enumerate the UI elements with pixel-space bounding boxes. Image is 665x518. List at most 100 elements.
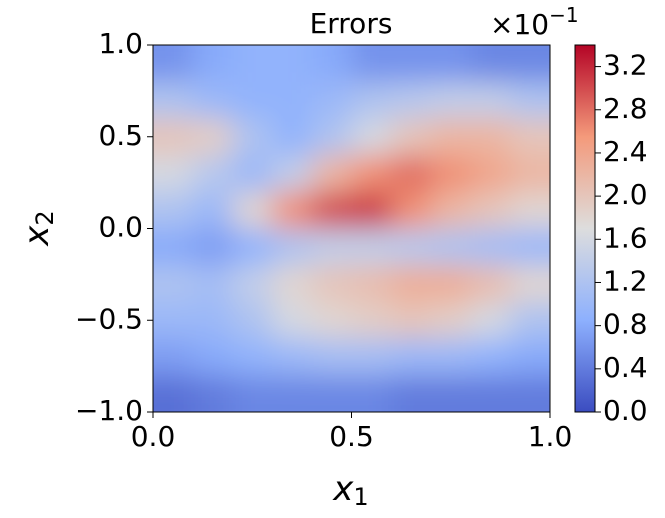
contour-cell (192, 301, 233, 340)
contour-cell (391, 45, 432, 83)
contour-cell (232, 155, 273, 193)
contour-field (153, 45, 550, 412)
contour-cell (192, 375, 233, 412)
contour-cell (311, 375, 352, 412)
contour-cell (391, 191, 432, 229)
contour-cell (192, 265, 233, 303)
contour-cell (232, 118, 273, 156)
contour-cell (430, 81, 472, 119)
x-tick-label: 1.0 (528, 420, 573, 453)
contour-cell (272, 338, 313, 376)
contour-cell (192, 191, 233, 229)
contour-cell (192, 155, 233, 193)
colorbar (574, 44, 596, 413)
contour-cell (153, 45, 194, 83)
y-tick-label: −0.5 (75, 302, 143, 335)
colorbar-tick-label: 1.6 (603, 221, 648, 254)
contour-cell (510, 338, 550, 376)
offset-exponent: −1 (549, 3, 578, 27)
contour-cell (470, 338, 511, 376)
contour-cell (430, 118, 472, 156)
contour-cell (153, 191, 194, 229)
colorbar-offset: ×10−1 (490, 3, 579, 42)
contour-cell (232, 228, 273, 266)
y-tick-label: 0.5 (98, 119, 143, 152)
contour-cell (351, 375, 392, 412)
contour-cell (192, 81, 233, 119)
contour-cell (153, 265, 194, 303)
contour-cell (272, 155, 313, 193)
contour-cell (510, 191, 550, 229)
chart-title: Errors (310, 7, 393, 40)
contour-cell (351, 81, 392, 119)
x-axis-label: x1 (332, 469, 368, 512)
contour-cell (470, 301, 511, 340)
contour-cell (311, 155, 352, 193)
contour-cell (470, 81, 511, 119)
contour-cell (232, 338, 273, 376)
contour-cell (510, 155, 550, 193)
contour-cell (232, 191, 273, 229)
contour-cell (153, 228, 194, 266)
contour-cell (153, 338, 194, 376)
contour-cell (430, 45, 472, 83)
colorbar-tick-label: 1.2 (603, 264, 648, 297)
contour-cell (351, 191, 392, 229)
contour-cell (272, 118, 313, 156)
contour-cell (430, 375, 472, 412)
contour-cell (430, 301, 472, 340)
contour-cell (272, 81, 313, 119)
contour-cell (272, 375, 313, 412)
y-label-text: x (17, 225, 57, 247)
y-tick-label: 0.0 (98, 211, 143, 244)
contour-cell (311, 265, 352, 303)
contour-cell (272, 45, 313, 83)
contour-cell (272, 228, 313, 266)
contour-cell (430, 191, 472, 229)
contour-cell (232, 45, 273, 83)
contour-cell (510, 301, 550, 340)
contour-cell (311, 338, 352, 376)
colorbar-tick-label: 3.2 (603, 49, 648, 82)
contour-cell (470, 228, 511, 266)
colorbar-tick-label: 2.8 (603, 92, 648, 125)
contour-cell (430, 265, 472, 303)
x-tick-label: 0.0 (131, 420, 176, 453)
contour-cell (430, 228, 472, 266)
contour-cell (351, 265, 392, 303)
colorbar-tick-label: 2.0 (603, 178, 648, 211)
x-tick-label: 0.5 (329, 420, 374, 453)
x-label-text: x (332, 469, 354, 509)
contour-cell (153, 155, 194, 193)
contour-cell (470, 375, 511, 412)
contour-cell (351, 155, 392, 193)
contour-cell (510, 118, 550, 156)
contour-cell (153, 81, 194, 119)
contour-cell (351, 45, 392, 83)
contour-cell (391, 81, 432, 119)
contour-cell (510, 375, 550, 412)
y-tick-label: −1.0 (75, 394, 143, 427)
contour-cell (351, 118, 392, 156)
contour-cell (192, 338, 233, 376)
contour-cell (470, 118, 511, 156)
contour-cell (510, 81, 550, 119)
colorbar-tick-label: 0.8 (603, 308, 648, 341)
contour-cell (351, 338, 392, 376)
contour-cell (470, 191, 511, 229)
contour-cell (311, 118, 352, 156)
contour-cell (510, 228, 550, 266)
contour-cell (232, 375, 273, 412)
contour-cell (232, 301, 273, 340)
contour-cell (311, 81, 352, 119)
contour-cell (510, 45, 550, 83)
contour-cell (391, 338, 432, 376)
contour-cell (430, 155, 472, 193)
contour-cell (311, 45, 352, 83)
contour-cell (311, 301, 352, 340)
contour-cell (391, 228, 432, 266)
x-label-sub: 1 (353, 483, 368, 511)
contour-cell (391, 265, 432, 303)
contour-cell (470, 45, 511, 83)
contour-cell (232, 81, 273, 119)
